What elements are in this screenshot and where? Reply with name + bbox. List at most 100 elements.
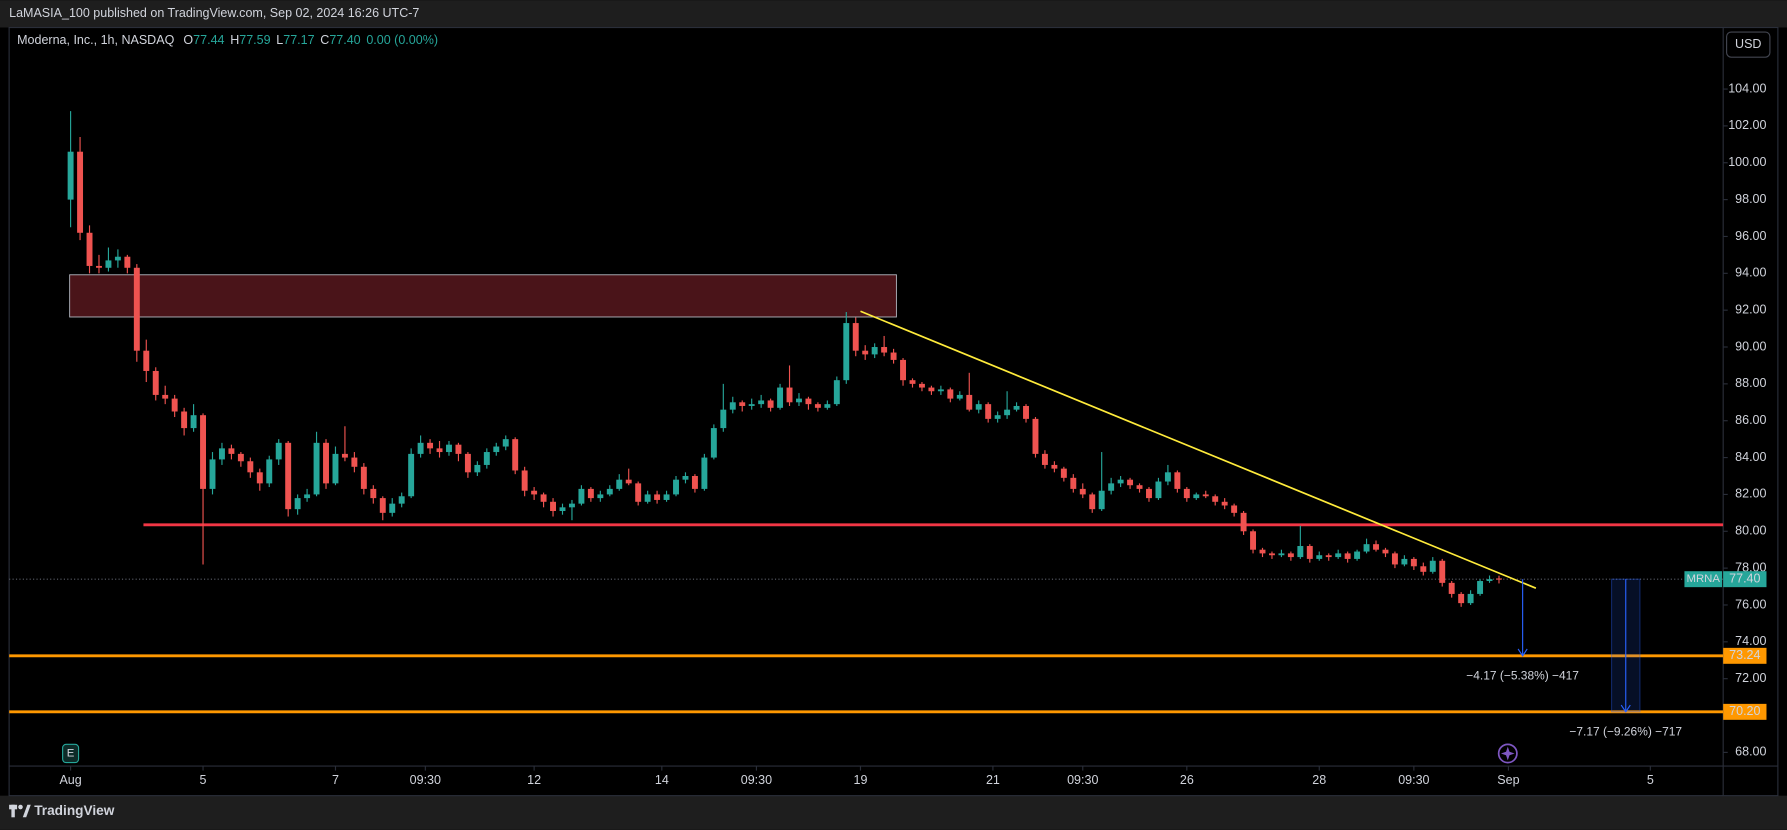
candle-body <box>928 387 935 392</box>
candle-body <box>900 359 907 381</box>
candle-body <box>1420 566 1427 572</box>
candle-body <box>1382 549 1389 554</box>
legend-value: 77.17 <box>283 34 314 48</box>
candle-body <box>1287 553 1294 558</box>
last-price-label: 77.40 <box>1729 571 1760 585</box>
candle-body <box>483 452 490 465</box>
x-tick-label: Sep <box>1497 773 1519 787</box>
candle-body <box>436 448 443 453</box>
supply-zone <box>69 274 897 318</box>
candle-body <box>1297 546 1304 558</box>
candle-body <box>1174 472 1181 489</box>
y-tick-label: 78.00 <box>1735 560 1766 574</box>
candle-body <box>1070 477 1077 489</box>
candle-body <box>843 323 850 381</box>
candle-body <box>1429 560 1436 572</box>
y-tick-label: 74.00 <box>1735 634 1766 648</box>
candle-body <box>1401 558 1408 565</box>
candle-body <box>635 483 642 502</box>
y-tick-label: 100.00 <box>1728 155 1766 169</box>
x-tick-label: 12 <box>527 773 541 787</box>
candle-body <box>247 461 254 473</box>
candle-body <box>1221 501 1228 506</box>
currency-button[interactable] <box>1726 31 1771 58</box>
candle-body <box>966 394 973 410</box>
candle-body <box>1240 512 1247 532</box>
candle-body <box>654 494 661 500</box>
candle-body <box>1306 546 1313 559</box>
y-tick-label: 88.00 <box>1735 376 1766 390</box>
candle-body <box>1032 418 1039 454</box>
candle-body <box>237 453 244 462</box>
publisher: LaMASIA_100 published on TradingView.com… <box>9 6 419 20</box>
candle-body <box>1079 488 1086 495</box>
x-tick-label: 21 <box>986 773 1000 787</box>
x-tick-label: 09:30 <box>1067 773 1098 787</box>
header-bar <box>0 0 1787 28</box>
candle-body <box>871 347 878 355</box>
candle-body <box>228 448 235 454</box>
x-tick-label: Aug <box>59 773 81 787</box>
legend: Moderna, Inc., 1h, NASDAQ O77.44 H77.59 L77… <box>17 34 438 48</box>
plot <box>9 111 1724 714</box>
candle-body <box>1477 581 1484 594</box>
x-tick-label: 09:30 <box>741 773 772 787</box>
y-tick-label: 68.00 <box>1735 745 1766 759</box>
trendline <box>860 310 1537 589</box>
price-tag-label: 70.20 <box>1729 704 1760 718</box>
candle-body <box>720 409 727 429</box>
candle-body <box>417 442 424 454</box>
candle-body <box>673 479 679 495</box>
candle-body <box>890 352 897 360</box>
x-tick-label: 5 <box>200 773 207 787</box>
candle-body <box>985 404 992 419</box>
candle-body <box>1268 553 1275 556</box>
candle-body <box>427 442 434 449</box>
measure-label: −4.17 (−5.38%) −417 <box>1466 669 1579 683</box>
candle-body <box>1193 494 1200 499</box>
brand-logo <box>9 804 31 818</box>
candle-body <box>190 415 197 429</box>
candle-body <box>1458 593 1465 604</box>
candle-body <box>796 398 802 403</box>
candle-body <box>502 439 509 447</box>
candle-body <box>1486 579 1493 582</box>
candle-body <box>748 404 755 406</box>
candle-body <box>1410 558 1417 567</box>
candle-body <box>1041 453 1048 465</box>
x-tick-label: 7 <box>332 773 339 787</box>
candle-body <box>729 402 736 410</box>
brand: TradingView <box>34 803 115 818</box>
measure-arrowhead <box>1620 704 1631 713</box>
candle-body <box>218 448 225 460</box>
candle-body <box>304 494 311 499</box>
candle-body <box>1212 496 1219 502</box>
candle-body <box>464 453 471 473</box>
candle-body <box>1439 560 1446 583</box>
candle-body <box>937 389 944 392</box>
candle-body <box>266 459 273 484</box>
candle-body <box>67 151 74 200</box>
candle-body <box>1363 544 1370 552</box>
candle-body <box>77 151 84 233</box>
candle-body <box>1146 488 1152 499</box>
x-tick-label: 28 <box>1312 773 1326 787</box>
candle-body <box>370 488 377 499</box>
candle-body <box>758 400 765 405</box>
candle-body <box>143 350 150 371</box>
y-tick-label: 84.00 <box>1735 450 1766 464</box>
candle-body <box>1023 405 1029 419</box>
candle-body <box>493 446 500 453</box>
candle-body <box>701 457 708 489</box>
candle-body <box>1136 485 1143 489</box>
candle-body <box>805 398 812 405</box>
candle-body <box>777 387 784 408</box>
candle-body <box>710 428 717 458</box>
candle-body <box>209 459 216 489</box>
x-tick-label: 14 <box>655 773 669 787</box>
candle-body <box>918 383 925 388</box>
candle-body <box>152 370 159 395</box>
legend-value: 77.59 <box>239 34 270 48</box>
candle-body <box>833 380 840 405</box>
